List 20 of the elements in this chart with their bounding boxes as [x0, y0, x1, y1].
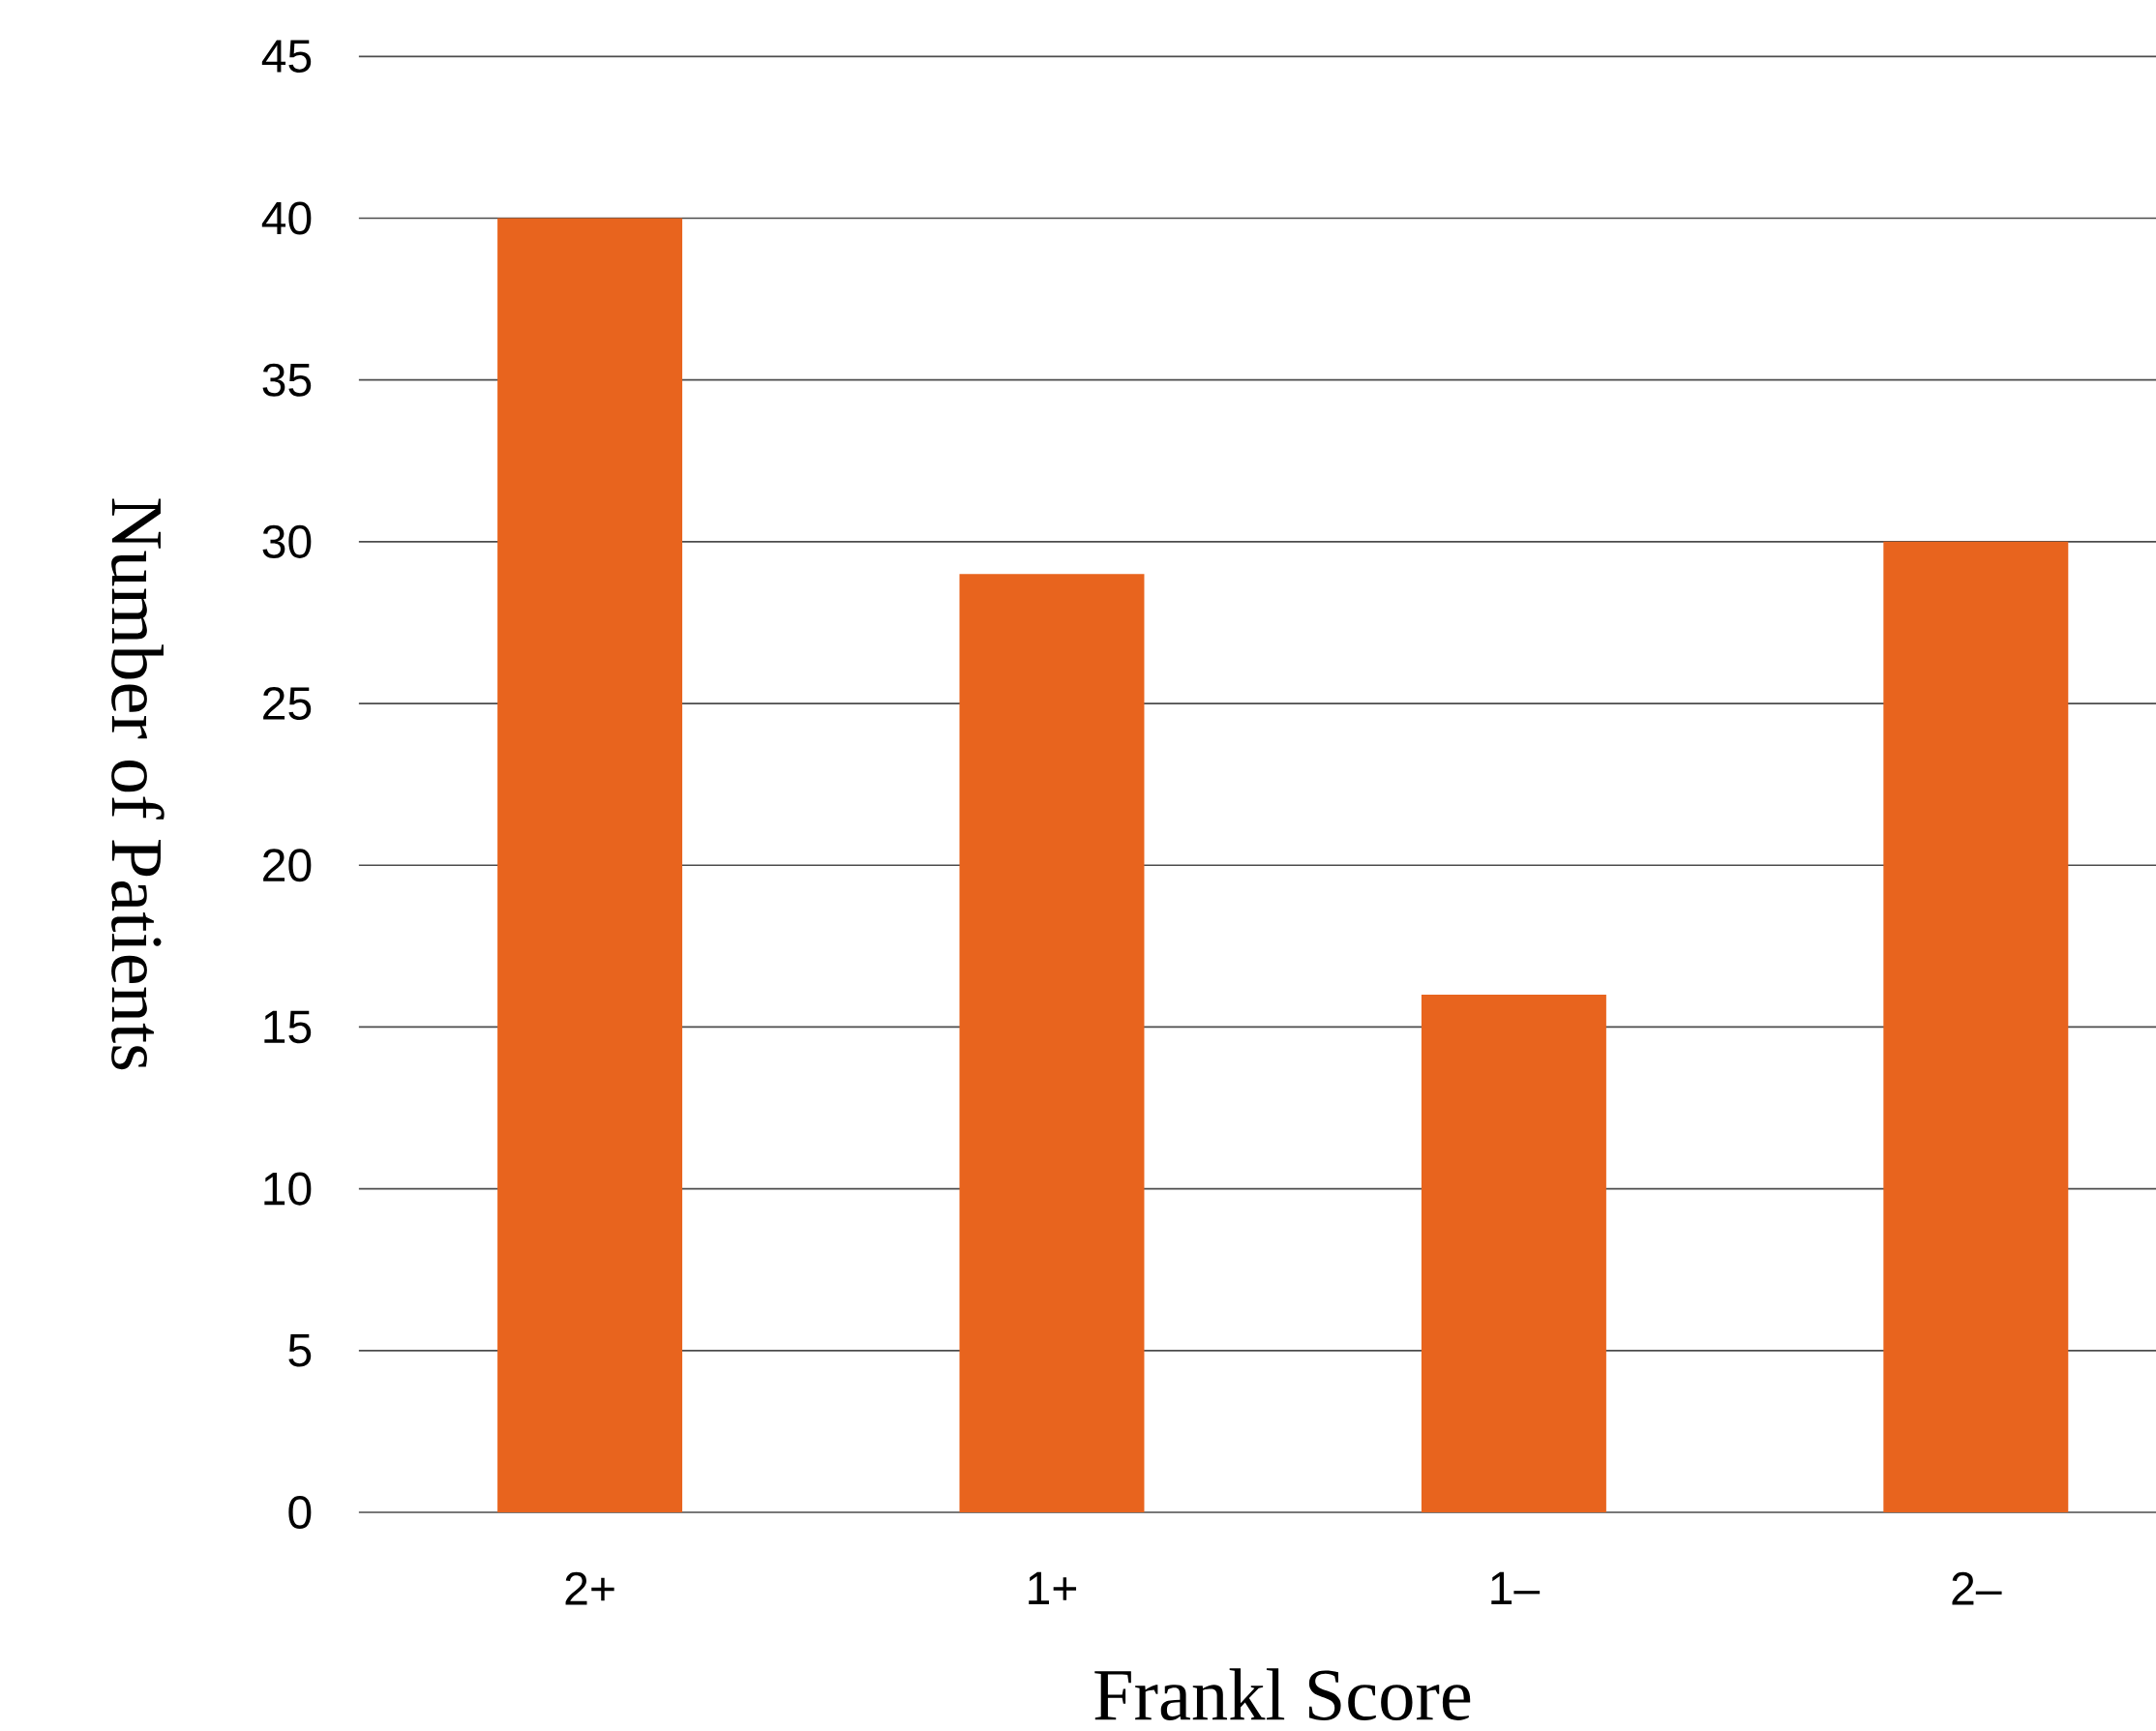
bar: [1421, 995, 1606, 1513]
y-tick-label: 5: [288, 1334, 312, 1367]
y-axis-title: Number of Patients: [111, 498, 165, 1070]
x-axis-title: Frankl Score: [1094, 1668, 1471, 1721]
x-tick-label: 2–: [1952, 1571, 2002, 1605]
y-tick-label: 10: [264, 1172, 312, 1206]
y-tick-label: 15: [264, 1010, 312, 1044]
y-tick-label: 0: [288, 1495, 312, 1530]
y-tick-label: 20: [263, 849, 312, 882]
y-tick-label: 40: [261, 201, 312, 235]
bar: [497, 218, 683, 1513]
y-tick-label: 45: [261, 40, 312, 74]
x-tick-label: 1–: [1491, 1571, 1541, 1604]
bar: [959, 574, 1145, 1513]
y-tick-label: 25: [263, 687, 312, 721]
x-tick-label: 2+: [565, 1571, 614, 1605]
y-tick-label: 30: [262, 524, 312, 558]
bar: [1883, 541, 2069, 1513]
x-tick-label: 1+: [1029, 1571, 1077, 1604]
y-tick-label: 35: [262, 363, 312, 397]
